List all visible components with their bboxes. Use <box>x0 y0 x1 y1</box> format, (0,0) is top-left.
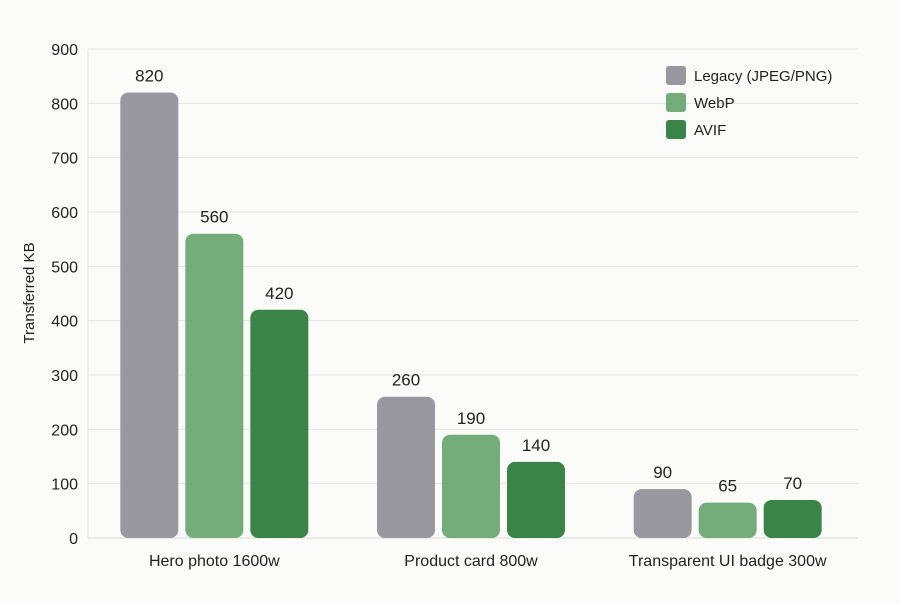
y-tick-label: 800 <box>51 96 78 113</box>
x-tick-label: Transparent UI badge 300w <box>629 553 827 570</box>
data-label: 260 <box>392 371 420 390</box>
bars: 820 560 420 260 190 140 90 65 70 <box>120 66 822 538</box>
y-tick-label: 100 <box>51 477 78 494</box>
data-label: 140 <box>522 436 550 455</box>
x-tick-labels: Hero photo 1600w Product card 800w Transpa… <box>149 553 827 570</box>
y-tick-label: 900 <box>51 42 78 59</box>
x-tick-label: Hero photo 1600w <box>149 553 280 570</box>
bar <box>507 461 565 538</box>
bar <box>377 396 435 538</box>
y-tick-label: 300 <box>51 368 78 385</box>
bar <box>120 92 179 538</box>
data-label: 560 <box>200 208 228 227</box>
data-label: 420 <box>265 284 293 303</box>
legend-label: AVIF <box>694 122 726 139</box>
bar <box>698 502 757 538</box>
y-axis-label: Transferred KB <box>21 242 38 343</box>
data-label: 820 <box>135 66 163 85</box>
legend-swatch <box>666 93 686 112</box>
legend-label: Legacy (JPEG/PNG) <box>694 68 832 85</box>
bar <box>250 309 309 538</box>
bar <box>763 499 822 538</box>
data-label: 70 <box>783 474 802 493</box>
data-label: 65 <box>718 477 737 496</box>
data-label: 190 <box>457 409 485 428</box>
data-label: 90 <box>653 463 672 482</box>
legend-swatch <box>666 120 686 139</box>
legend-swatch <box>666 66 686 85</box>
bar <box>185 233 244 538</box>
legend-label: WebP <box>694 95 735 112</box>
bar <box>633 489 692 538</box>
x-tick-label: Product card 800w <box>404 553 538 570</box>
y-tick-label: 700 <box>51 151 78 168</box>
y-tick-label: 600 <box>51 205 78 222</box>
y-tick-labels: 0 100 200 300 400 500 600 700 800 900 <box>51 42 78 548</box>
y-tick-label: 200 <box>51 422 78 439</box>
bar <box>442 434 500 538</box>
y-tick-label: 500 <box>51 259 78 276</box>
y-tick-label: 400 <box>51 314 78 331</box>
legend: Legacy (JPEG/PNG) WebP AVIF <box>666 66 832 139</box>
y-tick-label: 0 <box>69 531 78 548</box>
